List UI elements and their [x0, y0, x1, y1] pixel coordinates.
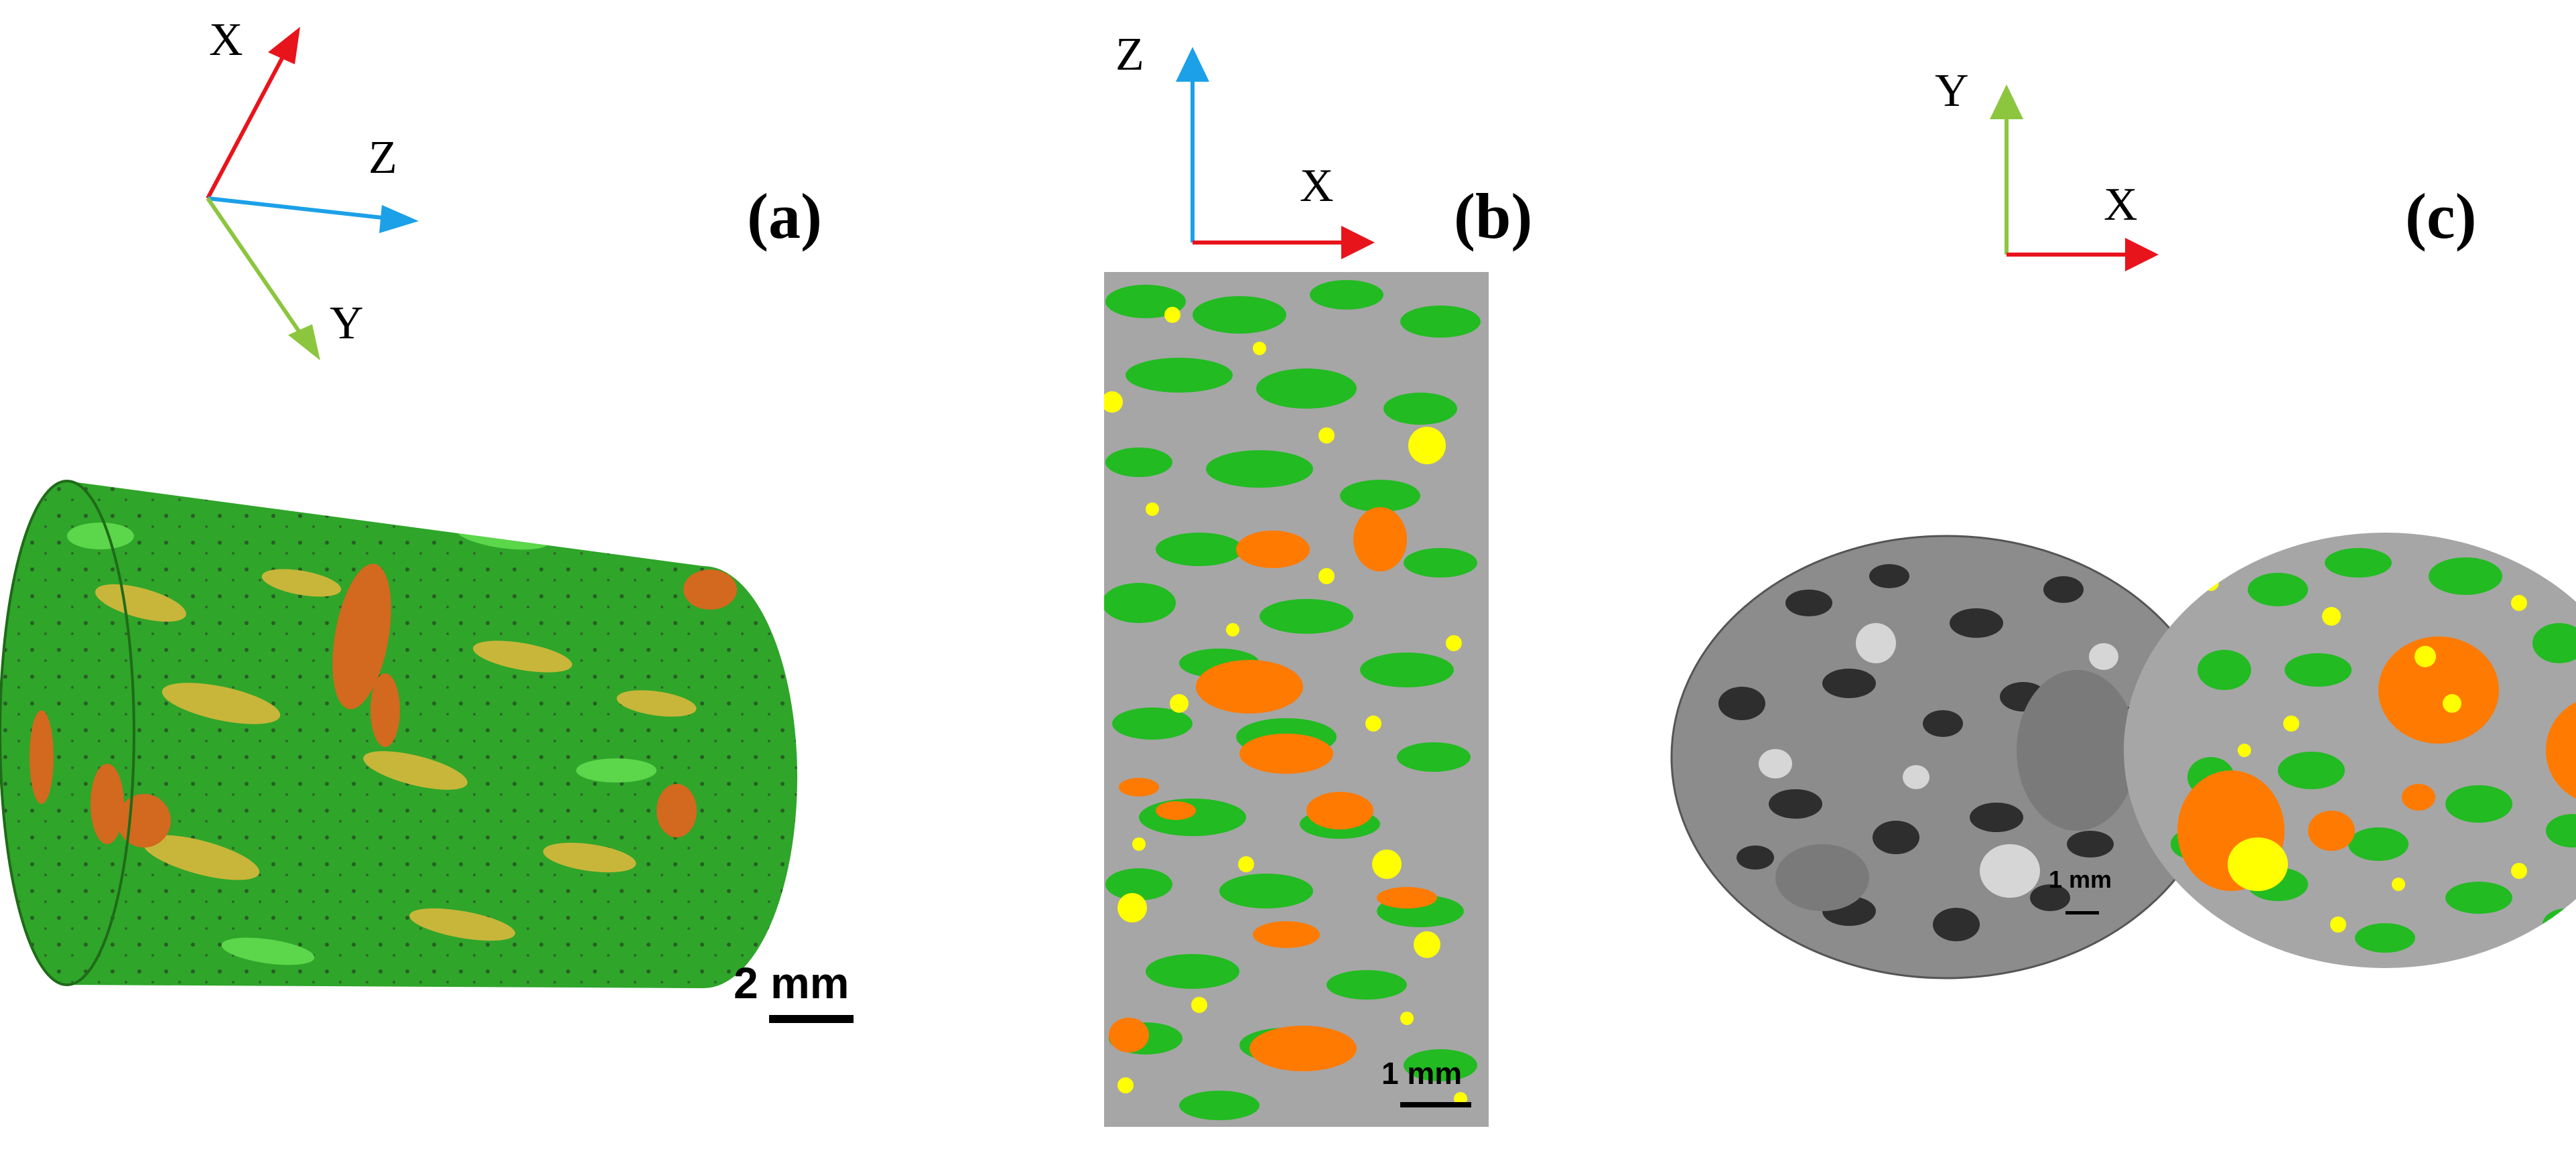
- x-axis-label-a: X: [209, 14, 243, 66]
- segmented-ct-slice: [2124, 533, 2576, 968]
- panel-label-a: (a): [747, 180, 822, 252]
- scale-bar-label-b: 1 mm: [1381, 1056, 1462, 1091]
- axis-triad-a: X Z Y: [206, 14, 419, 360]
- grayscale-ct-slice: [1670, 535, 2222, 979]
- panel-label-c: (c): [2405, 180, 2477, 252]
- scale-bar-line-a: [769, 1015, 854, 1023]
- scale-bar-line-c: [2065, 911, 2099, 914]
- y-axis-label-c: Y: [1935, 65, 1969, 117]
- panel-label-b: (b): [1454, 180, 1532, 252]
- axis-triad-c: Y X: [1935, 65, 2159, 271]
- scale-bar-label-a: 2 mm: [734, 958, 849, 1008]
- panel-b: Z X (b): [1104, 29, 1532, 1127]
- scale-bar-c: 1 mm: [2049, 866, 2112, 914]
- x-axis-arrowhead-a: [268, 27, 300, 64]
- panel-a: X Z Y (a): [0, 14, 854, 1023]
- scale-bar-a: 2 mm: [734, 958, 854, 1023]
- y-axis-arrowhead-a: [288, 324, 320, 360]
- x-axis-label-c: X: [2104, 179, 2138, 230]
- y-axis-label-a: Y: [330, 297, 364, 349]
- z-axis-label-b: Z: [1115, 29, 1144, 80]
- x-axis-arrowhead-c: [2125, 238, 2159, 271]
- z-axis-label-a: Z: [368, 132, 397, 184]
- cylinder-3d-render: [0, 480, 797, 988]
- panel-c: Y X (c): [1670, 65, 2576, 979]
- y-axis-arrowhead-c: [1990, 84, 2023, 119]
- x-axis-label-b: X: [1300, 160, 1334, 212]
- y-axis-arrow-a: [206, 197, 303, 336]
- x-axis-arrowhead-b: [1341, 226, 1375, 259]
- axis-triad-b: Z X: [1115, 29, 1375, 259]
- z-axis-arrowhead-a: [379, 205, 419, 233]
- x-axis-arrow-a: [206, 46, 290, 200]
- scale-bar-b: 1 mm: [1381, 1056, 1471, 1107]
- scale-bar-line-b: [1400, 1102, 1471, 1107]
- z-axis-arrowhead-b: [1176, 47, 1209, 82]
- scale-bar-label-c: 1 mm: [2049, 866, 2112, 893]
- segmented-section-xz: [1104, 272, 1489, 1127]
- z-axis-arrow-a: [207, 196, 389, 220]
